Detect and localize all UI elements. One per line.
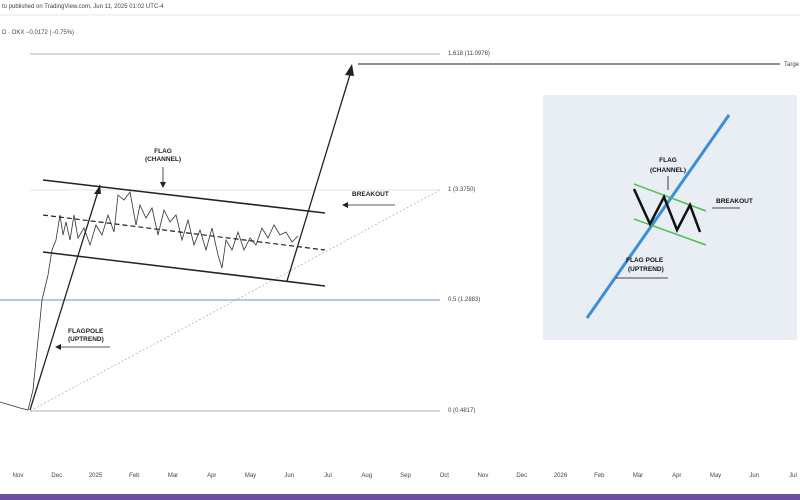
- inset-flag-label: FLAG: [659, 157, 677, 164]
- published-note: to published on TradingView.com, Jun 11,…: [2, 4, 164, 10]
- target-label: Targe: [784, 62, 800, 68]
- x-axis: Nov Dec 2025 Feb Mar Apr May Jun Jul Aug Sep Oct Nov…: [13, 473, 797, 479]
- inset-pole-label: FLAG POLE: [626, 257, 664, 264]
- inset-channel: [633, 183, 707, 212]
- channel-mid: [42, 214, 326, 251]
- x-axis-label: May: [710, 473, 721, 479]
- inset-zigzag: [632, 188, 702, 234]
- x-axis-label: Oct: [440, 473, 450, 479]
- arrowhead: [342, 202, 348, 208]
- flag-label: FLAG: [154, 148, 172, 155]
- inset-flag-label: (CHANNEL): [650, 167, 686, 174]
- x-axis-label: 2025: [89, 473, 103, 479]
- flagpole-label: (UPTREND): [68, 336, 104, 343]
- inset-pole: [585, 114, 731, 319]
- flagpole-label: FLAGPOLE: [68, 328, 104, 335]
- x-axis-label: Apr: [672, 473, 681, 479]
- arrowhead: [345, 64, 354, 76]
- flag-label: (CHANNEL): [145, 156, 181, 163]
- level-label: 1.618 (11.0978): [448, 51, 490, 57]
- arrowhead: [160, 182, 166, 188]
- inset-pole-label: (UPTREND): [628, 266, 664, 273]
- x-axis-label: Dec: [51, 473, 62, 479]
- inset-panel: [543, 95, 797, 340]
- breakout-label: BREAKOUT: [352, 191, 389, 198]
- x-axis-label: Jun: [284, 473, 294, 479]
- trend-line: [29, 189, 441, 412]
- arrowhead: [55, 344, 61, 350]
- x-axis-label: Mar: [168, 473, 178, 479]
- symbol-info: D · OKX −0.0172 (−0.75%): [2, 30, 74, 36]
- x-axis-label: Jul: [789, 473, 797, 479]
- channel-bottom: [42, 251, 326, 287]
- channel-top: [42, 179, 326, 214]
- x-axis-label: Feb: [594, 473, 605, 479]
- x-axis-label: Jun: [749, 473, 759, 479]
- level-label: 0.5 (1.2883): [448, 297, 480, 303]
- price-line: [0, 191, 299, 411]
- x-axis-label: Sep: [400, 473, 411, 479]
- x-axis-label: Dec: [516, 473, 527, 479]
- x-axis-label: May: [245, 473, 256, 479]
- pole-arrow: [29, 184, 101, 411]
- breakout-arrow: [286, 67, 353, 282]
- x-axis-label: Apr: [207, 473, 216, 479]
- x-axis-label: Feb: [129, 473, 140, 479]
- x-axis-label: Jul: [324, 473, 332, 479]
- inset-channel: [633, 218, 707, 246]
- x-axis-label: Aug: [361, 473, 372, 479]
- bottom-border: [0, 494, 800, 500]
- level-label: 0 (0.4817): [448, 408, 475, 414]
- x-axis-label: Nov: [478, 473, 489, 479]
- x-axis-label: Mar: [633, 473, 643, 479]
- inset-breakout-label: BREAKOUT: [716, 198, 753, 205]
- level-label: 1 (3.3750): [448, 187, 475, 193]
- x-axis-label: Nov: [13, 473, 24, 479]
- x-axis-label: 2026: [554, 473, 568, 479]
